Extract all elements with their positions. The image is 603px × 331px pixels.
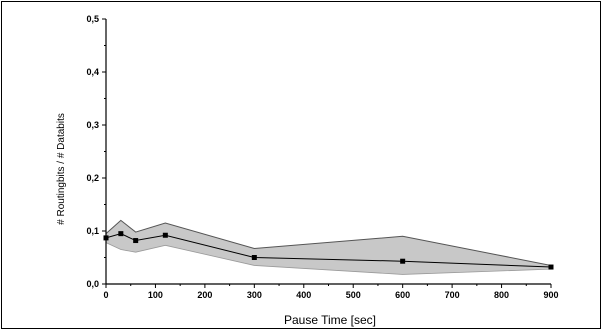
x-tick-label: 800 (494, 290, 509, 300)
x-tick-label: 600 (395, 290, 410, 300)
y-axis-title: # Routingbits / # Databits (56, 113, 67, 225)
data-point (400, 258, 406, 264)
x-tick-label: 700 (445, 290, 460, 300)
band-lower-edge (105, 242, 552, 275)
x-axis-title: Pause Time [sec] (284, 313, 376, 327)
x-tick-label: 100 (148, 290, 163, 300)
x-tick-label: 500 (346, 290, 361, 300)
data-point (133, 238, 139, 244)
y-tick-label: 0,3 (86, 120, 99, 130)
x-tick-label: 400 (296, 290, 311, 300)
band-upper-edge (105, 219, 552, 266)
confidence-band (106, 220, 551, 275)
data-point (162, 232, 168, 238)
y-tick-label: 0,0 (86, 279, 99, 289)
data-point (103, 235, 109, 241)
data-point (548, 264, 554, 270)
x-tick-label: 0 (103, 290, 108, 300)
x-tick-label: 300 (247, 290, 262, 300)
data-point (251, 255, 257, 260)
x-tick-label: 900 (543, 290, 558, 300)
y-tick-label: 0,1 (86, 226, 99, 236)
data-point (118, 231, 124, 237)
x-tick-label: 200 (197, 290, 212, 300)
y-tick-label: 0,2 (86, 173, 99, 183)
y-tick-label: 0,4 (86, 67, 99, 77)
y-tick-label: 0,5 (86, 14, 99, 24)
